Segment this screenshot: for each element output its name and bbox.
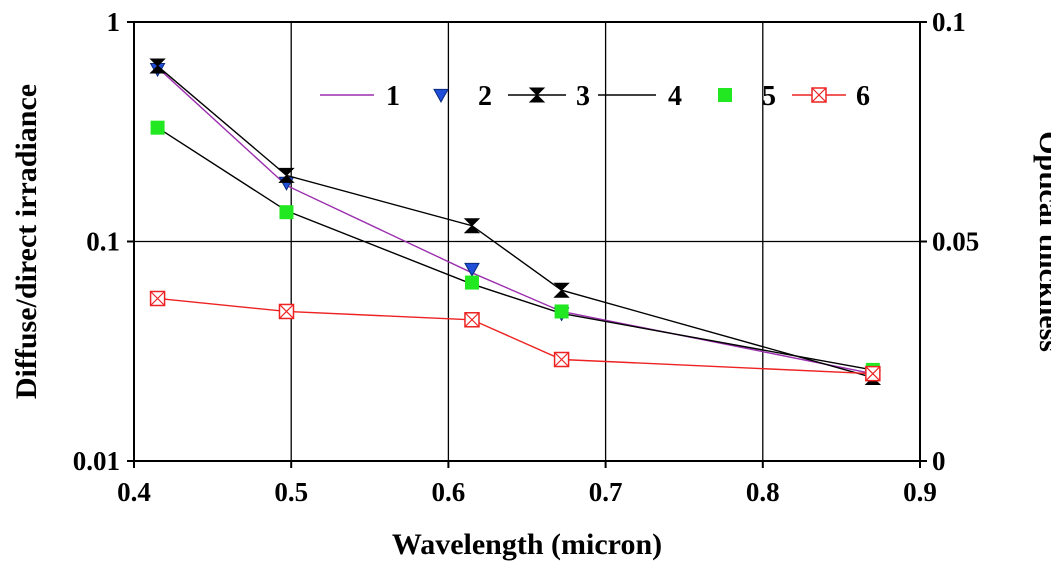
x-axis-title: Wavelength (micron) bbox=[392, 528, 662, 561]
series-6-point bbox=[149, 290, 166, 307]
series-layer bbox=[149, 58, 882, 386]
series-6-point bbox=[553, 351, 570, 368]
series-6-line bbox=[157, 297, 873, 375]
legend-marker bbox=[528, 87, 546, 103]
series-3-point bbox=[278, 167, 295, 183]
marker-cross bbox=[811, 87, 827, 103]
series-3-point bbox=[463, 218, 481, 234]
y-left-tick-label: 0.01 bbox=[73, 446, 120, 476]
x-tick-label: 0.6 bbox=[432, 477, 466, 507]
y-left-axis-title: Diffuse/direct irradiance bbox=[10, 84, 43, 399]
series-6-point bbox=[464, 312, 480, 328]
series-3 bbox=[149, 58, 882, 386]
legend-item-6: 6 bbox=[792, 81, 870, 112]
legend-marker bbox=[811, 87, 827, 103]
legend-marker bbox=[433, 88, 449, 104]
series-4-line bbox=[157, 127, 873, 371]
y-right-tick-label: 0.1 bbox=[932, 7, 966, 37]
x-tick-label: 0.4 bbox=[117, 477, 151, 507]
y-right-axis-title: Optical thickness bbox=[1033, 131, 1051, 352]
marker-cross bbox=[150, 291, 166, 306]
x-tick-label: 0.8 bbox=[746, 477, 780, 507]
legend-label: 3 bbox=[576, 81, 590, 112]
series-6-point bbox=[865, 365, 881, 382]
legend-item-4: 4 bbox=[598, 81, 682, 112]
legend-label: 4 bbox=[668, 81, 682, 112]
marker-cross bbox=[279, 304, 294, 319]
legend-label: 2 bbox=[478, 81, 492, 112]
marker-cross bbox=[464, 312, 480, 328]
legend-item-3: 3 bbox=[508, 81, 590, 112]
legend-item-2: 2 bbox=[433, 81, 492, 112]
legend-item-1: 1 bbox=[320, 81, 400, 112]
series-2-point bbox=[464, 262, 480, 277]
y-right-tick-label: 0.05 bbox=[932, 227, 979, 257]
series-5-point bbox=[464, 275, 479, 290]
marker-cross bbox=[865, 366, 881, 382]
x-tick-label: 0.7 bbox=[589, 477, 623, 507]
series-3-point bbox=[553, 282, 570, 298]
y-left-tick-label: 0.1 bbox=[86, 227, 120, 257]
x-tick-label: 0.9 bbox=[903, 477, 937, 507]
series-4 bbox=[157, 127, 873, 371]
legend-item-5: 5 bbox=[718, 81, 776, 112]
grid bbox=[133, 21, 921, 462]
series-1 bbox=[157, 67, 873, 375]
legend: 1 2 3 4 5 6 bbox=[320, 81, 870, 112]
series-3-point bbox=[149, 58, 166, 74]
marker-cross bbox=[554, 352, 570, 367]
legend-label: 6 bbox=[856, 81, 870, 112]
series-5-point bbox=[279, 205, 294, 220]
legend-label: 5 bbox=[762, 81, 776, 112]
axes: 0.4 0.5 0.6 0.7 0.8 0.9 0.01 0.1 1 0 0.05 0.1 bbox=[73, 7, 980, 507]
series-5-point bbox=[554, 304, 569, 319]
y-left-tick-label: 1 bbox=[107, 7, 121, 37]
x-tick-label: 0.5 bbox=[274, 477, 308, 507]
y-right-tick-label: 0 bbox=[932, 446, 946, 476]
series-1-line bbox=[157, 67, 873, 375]
series-5-point bbox=[150, 120, 165, 135]
series-3-line bbox=[157, 65, 874, 379]
series-6-point bbox=[278, 303, 295, 320]
legend-marker bbox=[718, 88, 732, 102]
legend-label: 1 bbox=[386, 81, 400, 112]
series-6 bbox=[149, 290, 881, 382]
